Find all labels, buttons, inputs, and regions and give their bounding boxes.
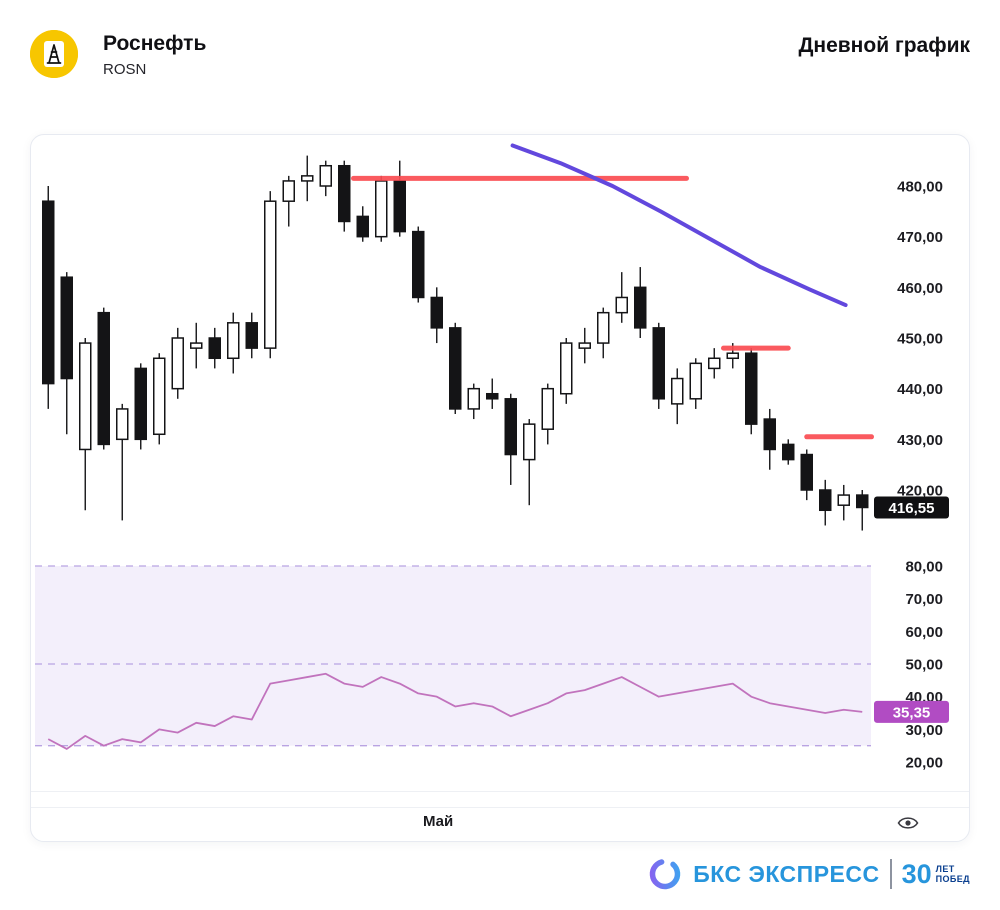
candle-body — [449, 327, 462, 410]
candle-body — [615, 296, 628, 314]
instrument-ticker: ROSN — [103, 61, 147, 78]
candle-body — [301, 175, 314, 182]
candle-body — [282, 180, 295, 202]
price-candlestick-chart[interactable]: 480,00 470,00 460,00 450,00 440,00 430,00 420,… — [31, 140, 969, 545]
candle-body — [819, 489, 832, 512]
price-axis-tick: 440,00 — [897, 381, 943, 398]
price-axis-tick: 450,00 — [897, 331, 943, 348]
candle-body — [42, 200, 55, 385]
rsi-value-badge — [874, 700, 949, 723]
rosneft-logo-icon — [30, 30, 78, 78]
candle-body — [227, 322, 240, 360]
candle-body — [541, 387, 554, 430]
candle-body — [171, 337, 184, 390]
candle-body — [97, 311, 110, 446]
candle-body — [708, 357, 721, 370]
rosneft-logo — [30, 30, 78, 78]
brand-name: БКС ЭКСПРЕСС — [693, 860, 880, 887]
anniversary-caption-bottom: ПОБЕД — [935, 874, 970, 884]
chart-card: 480,00 470,00 460,00 450,00 440,00 430,00 420,… — [30, 134, 970, 842]
candle-body — [338, 164, 351, 223]
candle-body — [486, 392, 499, 400]
price-axis-tick: 470,00 — [897, 229, 943, 246]
candle-body — [393, 180, 406, 233]
price-axis-tick: 460,00 — [897, 280, 943, 297]
separator-line — [31, 791, 969, 792]
bcs-logo-icon — [649, 858, 681, 890]
last-price-badge — [874, 496, 949, 519]
separator-line — [31, 807, 969, 808]
rsi-axis-tick: 30,00 — [905, 722, 943, 739]
candle-body — [856, 494, 869, 509]
candle-body — [208, 337, 221, 360]
rsi-axis-tick: 50,00 — [905, 657, 943, 674]
rsi-value-badge-label: 35,35 — [893, 704, 931, 721]
candle-body — [190, 342, 203, 349]
candle-body — [504, 398, 517, 456]
anniversary-caption-top: ЛЕТ — [935, 863, 955, 874]
candle-body — [430, 296, 443, 329]
candle-body — [763, 418, 776, 451]
candle-body — [153, 357, 166, 436]
anniversary-badge: 30 ЛЕТ ПОБЕД — [901, 858, 970, 889]
instrument-name: Роснефть — [103, 32, 207, 55]
rsi-band — [35, 566, 871, 746]
last-price-badge-label: 416,55 — [889, 500, 935, 517]
rsi-axis-tick: 70,00 — [905, 591, 943, 608]
candle-body — [800, 453, 813, 491]
rsi-axis-tick: 20,00 — [905, 755, 943, 772]
candle-body — [560, 342, 573, 395]
x-axis-month-label: Май — [423, 813, 454, 830]
visibility-eye-icon[interactable] — [897, 815, 919, 831]
rsi-axis-tick: 80,00 — [905, 559, 943, 576]
candle-body — [467, 387, 480, 410]
candle-body — [412, 230, 425, 299]
candle-body — [671, 377, 684, 405]
rsi-line — [47, 672, 863, 750]
candle-body — [319, 164, 332, 187]
candle-body — [578, 342, 591, 349]
candle-body — [745, 352, 758, 425]
chart-period-title: Дневной график — [798, 34, 970, 57]
candle-body — [79, 342, 92, 451]
candle-body — [116, 408, 129, 441]
candle-body — [597, 311, 610, 344]
price-axis-tick: 420,00 — [897, 483, 943, 500]
candle-body — [523, 423, 536, 461]
rsi-axis-tick: 60,00 — [905, 624, 943, 641]
price-axis-tick: 480,00 — [897, 179, 943, 196]
candle-body — [134, 367, 147, 441]
candle-body — [782, 443, 795, 461]
candle-body — [652, 327, 665, 400]
candle-body — [634, 286, 647, 329]
moving-average-line — [510, 143, 848, 308]
anniversary-number: 30 — [901, 858, 932, 889]
candle-body — [726, 352, 739, 360]
candle-body — [60, 276, 73, 380]
brand-divider — [889, 859, 892, 889]
candle-body — [356, 215, 369, 238]
candle-body — [264, 200, 277, 349]
candle-body — [245, 322, 258, 349]
footer-brand: БКС ЭКСПРЕСС 30 ЛЕТ ПОБЕД — [647, 851, 970, 897]
candle-body — [837, 494, 850, 506]
candle-body — [689, 362, 702, 400]
candle-body — [375, 180, 388, 238]
price-axis-tick: 430,00 — [897, 432, 943, 449]
